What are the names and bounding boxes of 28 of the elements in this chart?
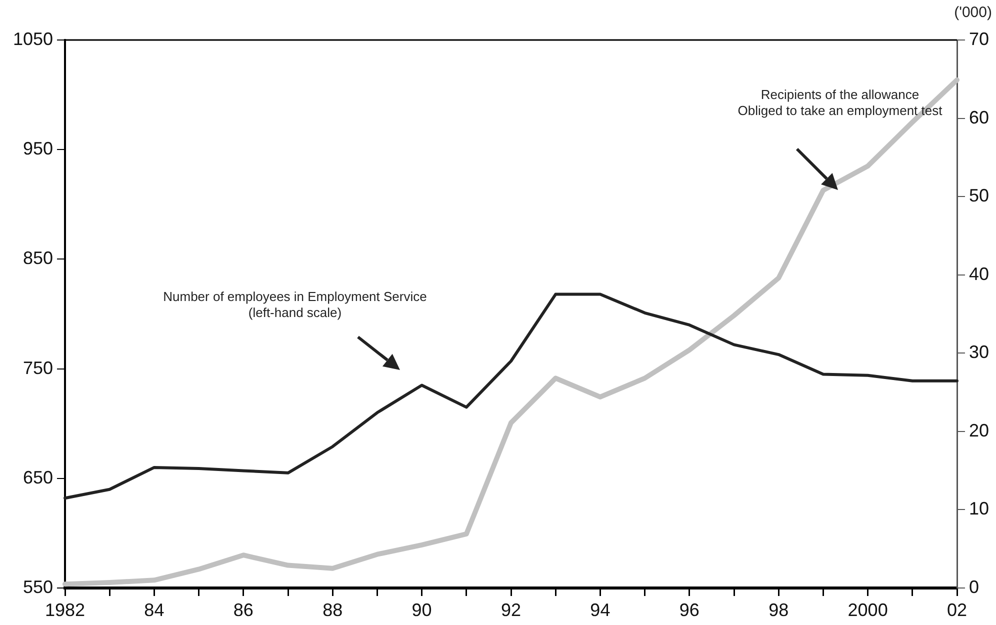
x-tick-label: 92 <box>500 600 522 620</box>
y2-tick-label: 40 <box>969 264 990 284</box>
y2-tick-label: 60 <box>969 107 990 128</box>
x-tick-label: 98 <box>768 600 789 620</box>
y-tick-label: 550 <box>22 576 53 597</box>
x-tick-label: 86 <box>233 600 254 620</box>
x-tick-label: 02 <box>946 600 968 620</box>
y2-tick-label: 30 <box>969 342 990 362</box>
y-tick-label: 950 <box>22 138 53 159</box>
y-tick-label: 850 <box>22 248 53 268</box>
y2-tick-label: 20 <box>969 420 990 440</box>
x-tick-label: 88 <box>322 600 343 620</box>
y2-axis-title: ('000) <box>954 4 992 21</box>
x-tick-label: 94 <box>590 600 610 620</box>
x-tick-label: 2000 <box>848 600 888 620</box>
y-tick-label: 650 <box>22 467 53 488</box>
y2-tick-label: 70 <box>969 28 990 49</box>
y-tick-label: 750 <box>22 358 53 378</box>
x-tick-label: 96 <box>679 600 700 620</box>
x-tick-label: 1982 <box>44 600 86 620</box>
x-tick-label: 84 <box>144 600 164 620</box>
y-tick-label: 1050 <box>12 28 53 49</box>
y2-tick-label: 0 <box>969 576 980 597</box>
annotation: Number of employees in Employment Service (left-hand scale) <box>162 289 428 321</box>
x-tick-label: 90 <box>412 600 432 620</box>
y2-tick-label: 50 <box>969 186 990 206</box>
y2-tick-label: 10 <box>969 498 990 519</box>
annotation: Recipients of the allowance Obliged to take an employment test <box>738 87 942 118</box>
